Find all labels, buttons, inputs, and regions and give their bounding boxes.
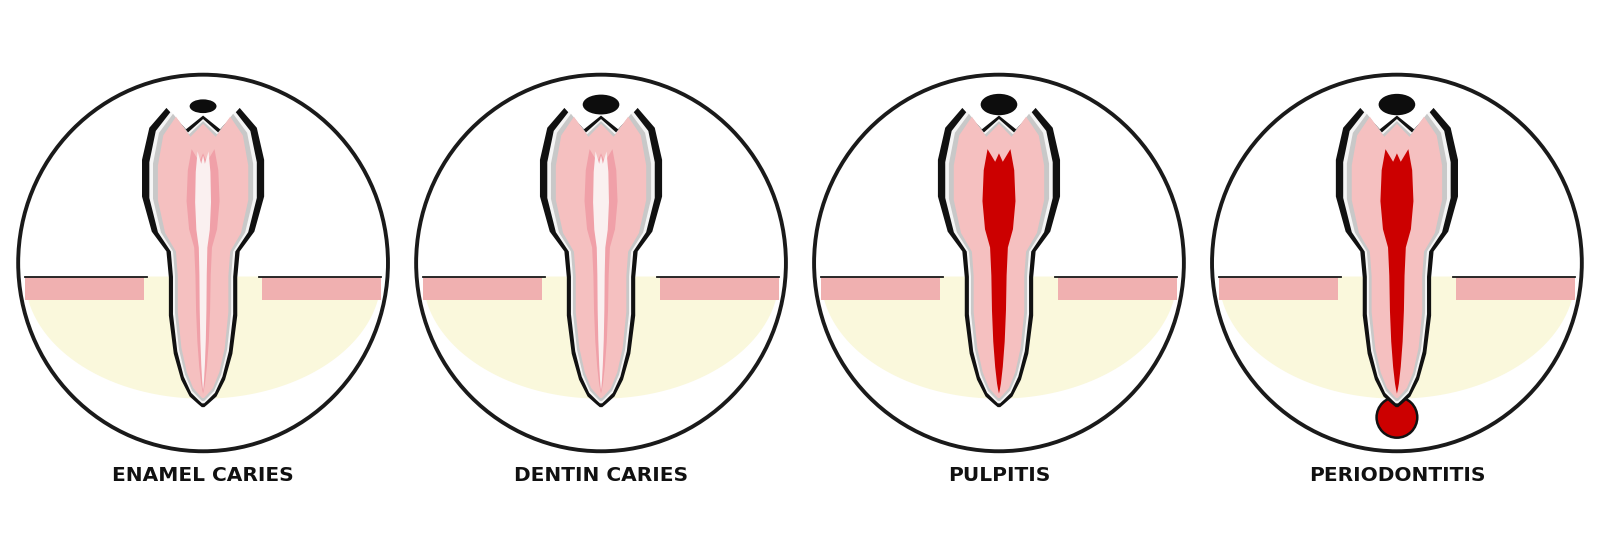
Polygon shape	[550, 114, 651, 401]
Text: PERIODONTITIS: PERIODONTITIS	[1309, 465, 1485, 484]
Text: ENAMEL CARIES: ENAMEL CARIES	[112, 465, 294, 484]
Polygon shape	[26, 277, 144, 300]
Ellipse shape	[190, 99, 216, 113]
Polygon shape	[1342, 112, 1451, 403]
Polygon shape	[262, 277, 381, 300]
Polygon shape	[1219, 277, 1338, 300]
Ellipse shape	[1379, 94, 1416, 115]
Polygon shape	[594, 151, 610, 391]
Ellipse shape	[582, 95, 619, 115]
Polygon shape	[982, 149, 1016, 393]
Polygon shape	[1347, 114, 1446, 401]
Text: PULPITIS: PULPITIS	[947, 465, 1050, 484]
Polygon shape	[547, 112, 654, 403]
Text: DENTIN CARIES: DENTIN CARIES	[514, 465, 688, 484]
Polygon shape	[422, 277, 542, 300]
Polygon shape	[1352, 117, 1442, 398]
Polygon shape	[1219, 277, 1574, 398]
Polygon shape	[422, 277, 779, 398]
Polygon shape	[555, 117, 646, 398]
Polygon shape	[821, 277, 939, 300]
Polygon shape	[821, 277, 1178, 398]
Polygon shape	[154, 114, 253, 401]
Polygon shape	[1456, 277, 1574, 300]
Polygon shape	[149, 112, 258, 403]
Polygon shape	[949, 114, 1050, 401]
Polygon shape	[938, 108, 1061, 407]
Polygon shape	[661, 277, 779, 300]
Polygon shape	[142, 108, 264, 407]
Polygon shape	[187, 149, 219, 393]
Ellipse shape	[814, 75, 1184, 451]
Circle shape	[1376, 397, 1418, 438]
Ellipse shape	[18, 75, 387, 451]
Polygon shape	[26, 277, 381, 398]
Ellipse shape	[981, 94, 1018, 115]
Polygon shape	[584, 149, 618, 393]
Polygon shape	[195, 151, 211, 391]
Ellipse shape	[416, 75, 786, 451]
Polygon shape	[158, 117, 248, 398]
Polygon shape	[954, 117, 1045, 398]
Polygon shape	[1058, 277, 1178, 300]
Polygon shape	[539, 108, 662, 407]
Polygon shape	[946, 112, 1053, 403]
Ellipse shape	[1213, 75, 1582, 451]
Polygon shape	[1336, 108, 1458, 407]
Polygon shape	[1381, 149, 1413, 393]
